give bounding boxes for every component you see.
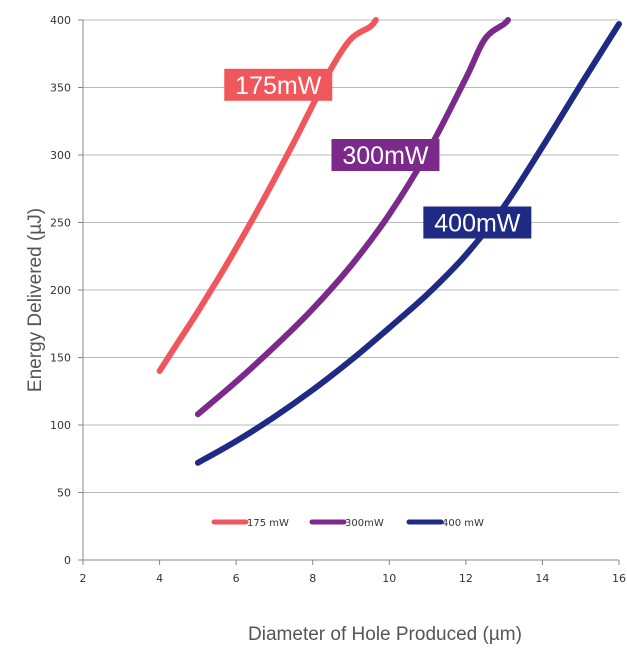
callout-label-1: 300mW — [342, 142, 429, 170]
y-tick-label-350: 350 — [50, 82, 71, 95]
callout-label-2: 400mW — [434, 210, 521, 238]
x-tick-label-16: 16 — [612, 572, 626, 585]
y-tick-label-200: 200 — [50, 284, 71, 297]
legend-label-2: 400 mW — [442, 518, 484, 529]
callout-box-2 — [423, 206, 532, 239]
callout-box-0 — [224, 68, 333, 101]
series-line-0 — [156, 17, 379, 374]
legend-label-0: 175 mW — [247, 518, 289, 529]
x-tick-label-6: 6 — [233, 572, 240, 585]
legend-label-1: 300mW — [345, 518, 384, 529]
y-tick-label-250: 250 — [50, 217, 71, 230]
axes — [78, 19, 620, 565]
legend: 175 mW 300mW 400 mW — [211, 518, 484, 529]
series-line-1 — [194, 17, 511, 418]
y-axis-title: Energy Delivered (µJ) — [25, 208, 46, 392]
series-line-2 — [194, 21, 622, 466]
y-tick-label-150: 150 — [50, 352, 71, 365]
x-tick-label-2: 2 — [80, 572, 87, 585]
x-axis-title: Diameter of Hole Produced (µm) — [248, 624, 522, 645]
x-tick-label-14: 14 — [535, 572, 549, 585]
series-callouts: 175mW 300mW 400mW — [224, 68, 532, 239]
data-series — [156, 17, 622, 466]
tick-labels: 0 50 100 150 200 250 300 350 400 2 4 6 8 10 12 14 16 — [50, 14, 626, 585]
y-tick-label-300: 300 — [50, 149, 71, 162]
y-tick-label-400: 400 — [50, 14, 71, 27]
y-tick-label-100: 100 — [50, 419, 71, 432]
y-tick-label-50: 50 — [57, 487, 71, 500]
x-tick-label-4: 4 — [156, 572, 163, 585]
callout-label-0: 175mW — [235, 72, 322, 100]
y-tick-label-0: 0 — [64, 554, 71, 567]
callout-box-1 — [331, 139, 440, 171]
x-tick-label-8: 8 — [309, 572, 316, 585]
x-tick-label-12: 12 — [459, 572, 473, 585]
x-tick-label-10: 10 — [382, 572, 396, 585]
